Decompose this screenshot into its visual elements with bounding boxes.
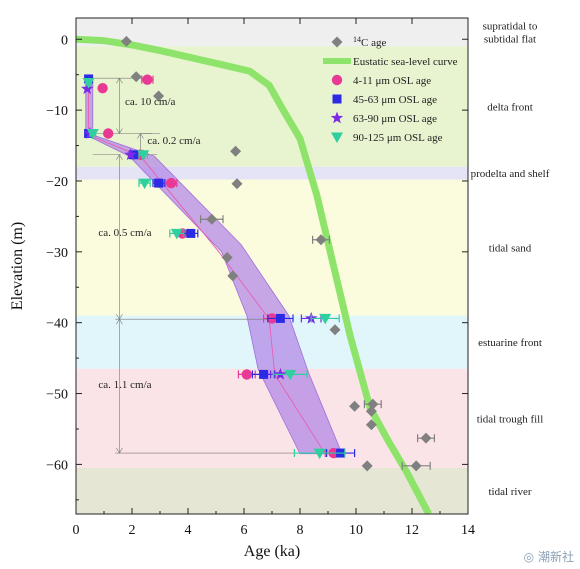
rate-label: ca. 0.2 cm/a (147, 135, 200, 147)
data-point (259, 369, 269, 379)
data-point (227, 270, 239, 282)
data-point (331, 74, 343, 86)
zone-label: subtidal flat (484, 34, 536, 46)
zone-label: supratidal to (483, 21, 538, 33)
x-tick-label: 6 (241, 523, 248, 538)
zone-band (76, 166, 468, 180)
x-tick-label: 14 (461, 523, 475, 538)
zone-band (76, 467, 468, 514)
y-tick-label: −20 (46, 175, 68, 190)
legend-label: 14C age (353, 35, 386, 49)
data-point (367, 398, 379, 410)
data-point (206, 213, 218, 225)
data-point (315, 234, 327, 246)
data-point (241, 369, 252, 380)
data-point (332, 94, 342, 104)
y-tick-label: 0 (61, 33, 68, 48)
data-point (186, 228, 196, 238)
zone-label: estuarine front (478, 337, 542, 349)
legend-label: 4-11 μm OSL age (353, 75, 431, 87)
data-point (166, 177, 177, 189)
data-point (221, 251, 233, 263)
y-tick-label: −10 (46, 104, 68, 119)
watermark: ◎ 潮新社 (524, 548, 574, 565)
data-point (103, 128, 114, 139)
legend: 14C age Eustatic sea-level curve 4-11 μm O… (323, 35, 458, 144)
y-tick-label: −50 (46, 388, 68, 403)
data-point (361, 460, 373, 472)
data-point (130, 71, 142, 83)
legend-label: 45-63 μm OSL age (353, 94, 437, 106)
x-axis-title: Age (ka) (244, 543, 300, 560)
x-tick-label: 4 (185, 523, 192, 538)
x-tick-label: 10 (349, 523, 363, 538)
y-tick-label: −60 (46, 458, 68, 473)
arrow-head (116, 128, 123, 135)
data-point (275, 313, 285, 323)
data-point (82, 77, 95, 89)
data-point (142, 74, 153, 85)
legend-label: 63-90 μm OSL age (353, 113, 437, 125)
arrow-head (116, 447, 123, 454)
rate-annotations (90, 77, 323, 454)
arrow-head (116, 318, 123, 325)
zone-band (76, 46, 468, 167)
eustatic-curve (76, 35, 432, 514)
zone-label: tidal trough fill (477, 413, 544, 425)
y-tick-label: −30 (46, 246, 68, 261)
data-point (313, 448, 326, 460)
x-tick-label: 0 (73, 523, 80, 538)
watermark-text: 潮新社 (537, 550, 574, 564)
y-tick-label: −40 (46, 317, 68, 332)
data-points (81, 35, 435, 472)
data-point (330, 111, 344, 124)
arrow-head (116, 77, 123, 84)
data-point (154, 178, 164, 188)
data-point (153, 90, 165, 102)
data-point (284, 369, 297, 381)
data-point (86, 128, 99, 140)
data-point (420, 432, 432, 444)
rate-label: ca. 10 cm/a (125, 96, 176, 108)
data-point (365, 405, 377, 417)
data-point (124, 148, 137, 161)
zone-label: tidal sand (489, 243, 532, 255)
data-point (81, 82, 94, 95)
data-point (170, 228, 183, 240)
x-tick-label: 2 (129, 523, 136, 538)
data-point (137, 150, 150, 161)
data-point (120, 35, 132, 47)
rate-label: ca. 1.1 cm/a (98, 379, 151, 391)
data-point (410, 460, 422, 472)
rate-label: ca. 0.5 cm/a (98, 227, 151, 239)
data-point (97, 82, 108, 94)
data-point (331, 36, 343, 48)
data-point (329, 324, 341, 336)
x-tick-label: 8 (297, 523, 304, 538)
y-axis-title: Elevation (m) (9, 222, 26, 310)
data-point (319, 313, 332, 325)
arrow-head (137, 132, 144, 139)
plot-area (76, 35, 435, 514)
legend-label: 90-125 μm OSL age (353, 132, 443, 144)
arrow-head (116, 154, 123, 160)
legend-label: Eustatic sea-level curve (353, 56, 458, 68)
data-point (138, 178, 151, 190)
data-point (349, 400, 361, 412)
data-point (365, 419, 377, 431)
zone-band (76, 18, 468, 47)
data-point (331, 132, 343, 143)
zone-label: delta front (487, 102, 533, 114)
data-point (230, 145, 242, 157)
zone-label: prodelta and shelf (471, 168, 550, 180)
wechat-icon: ◎ (523, 550, 535, 564)
x-tick-label: 12 (405, 523, 419, 538)
data-point (231, 178, 243, 190)
data-point (274, 367, 287, 380)
zone-label: tidal river (488, 486, 531, 498)
